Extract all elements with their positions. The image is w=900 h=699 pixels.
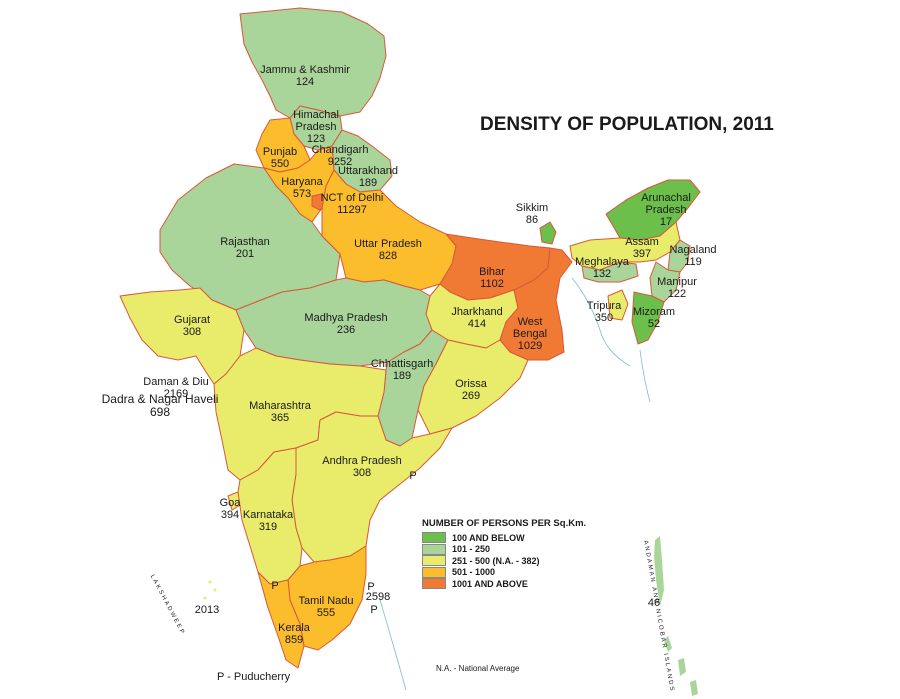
label-arunachal: Arunachal Pradesh 17	[641, 192, 691, 228]
map-title: DENSITY OF POPULATION, 2011	[480, 114, 774, 135]
legend-item: 501 - 1000	[422, 566, 586, 579]
river-line	[379, 599, 407, 691]
region-mizoram	[631, 291, 665, 345]
puducherry-note: P - Puducherry	[217, 671, 291, 683]
lakshadweep-islands	[203, 580, 217, 600]
label-uttarakhand: Uttarakhand 189	[338, 165, 398, 189]
label-sikkim: Sikkim 86	[515, 202, 549, 226]
river-line	[571, 277, 631, 367]
puducherry-marker: P	[409, 470, 417, 482]
label-rajasthan: Rajasthan 201	[220, 236, 270, 260]
legend-item: 101 - 250	[422, 543, 586, 556]
label-haryana: Haryana 573	[281, 176, 323, 200]
label-assam: Assam 397	[625, 236, 659, 260]
region-sikkim	[539, 221, 557, 245]
label-tripura: Tripura 350	[586, 300, 622, 324]
legend-swatch	[422, 555, 446, 567]
region-meghalaya	[581, 261, 639, 283]
river-line	[639, 349, 651, 403]
label-karnataka: Karnataka 319	[242, 509, 294, 533]
label-kerala: Kerala 859	[278, 622, 310, 646]
label-puducherry-value: 2598	[365, 591, 391, 603]
label-himachal: Himachal Pradesh 123	[293, 109, 339, 145]
legend-label: 1001 AND ABOVE	[452, 578, 528, 589]
label-orissa: Orissa 269	[455, 378, 487, 402]
label-uttar-pradesh: Uttar Pradesh 828	[354, 238, 422, 262]
legend-title: NUMBER OF PERSONS PER Sq.Km.	[422, 518, 587, 529]
legend-swatch	[422, 532, 446, 544]
label-bihar: Bihar 1102	[479, 266, 505, 290]
label-punjab: Punjab 550	[262, 146, 298, 170]
region-karnataka	[237, 447, 303, 585]
legend-label: 501 - 1000	[452, 567, 496, 578]
legend-item: 1001 AND ABOVE	[422, 578, 586, 590]
label-daman-diu: Daman & Diu 2169	[143, 376, 209, 400]
region-tripura	[607, 289, 629, 321]
region-orissa	[417, 339, 529, 435]
label-chhattisgarh: Chhattisgarh 189	[370, 358, 434, 382]
region-west-bengal	[499, 247, 573, 361]
label-gujarat: Gujarat 308	[173, 314, 211, 338]
label-jharkhand: Jharkhand 414	[451, 306, 503, 330]
legend-items: 100 AND BELOW 101 - 250 251 - 500 (N.A. - …	[422, 532, 586, 590]
region-jammu-kashmir	[239, 7, 387, 119]
label-meghalaya: Meghalaya 132	[575, 256, 629, 280]
legend-label: 101 - 250	[452, 544, 491, 555]
puducherry-marker: P	[271, 580, 279, 592]
legend-item: 100 AND BELOW	[422, 532, 586, 544]
label-andaman-value: 46	[647, 597, 661, 609]
legend-swatch	[422, 566, 446, 578]
legend-swatch	[422, 578, 446, 590]
legend-label: 251 - 500 (N.A. - 382)	[452, 555, 540, 566]
national-average-note: N.A. - National Average	[436, 664, 520, 673]
legend-swatch	[422, 543, 446, 555]
label-madhya-pradesh: Madhya Pradesh 236	[304, 312, 388, 336]
label-mizoram: Mizoram 52	[632, 306, 676, 330]
label-manipur: Manipur 122	[657, 276, 697, 300]
legend: NUMBER OF PERSONS PER Sq.Km. 100 AND BEL…	[422, 518, 586, 590]
label-nagaland: Nagaland 119	[669, 244, 717, 268]
label-dadra: Dadra & Nagar Haveli 698	[101, 392, 219, 419]
label-andhra: Andhra Pradesh 308	[322, 455, 402, 479]
legend-label: 100 AND BELOW	[452, 532, 525, 543]
region-kerala	[257, 571, 305, 669]
region-manipur	[649, 261, 681, 303]
label-maharashtra: Maharashtra 365	[249, 400, 311, 424]
label-delhi: NCT of Delhi 11297	[320, 192, 384, 216]
label-tamil-nadu: Tamil Nadu 555	[298, 595, 354, 619]
puducherry-marker: P	[370, 604, 378, 616]
label-chandigarh: Chandigarh 9252	[311, 144, 369, 168]
label-west-bengal: West Bengal 1029	[512, 316, 548, 352]
label-jammu-kashmir: Jammu & Kashmir 124	[260, 64, 350, 88]
region-andaman	[654, 536, 698, 696]
legend-item: 251 - 500 (N.A. - 382)	[422, 555, 586, 567]
puducherry-marker: P	[367, 581, 375, 593]
label-goa: Goa 394	[219, 497, 241, 521]
label-lakshadweep-value: 2013	[194, 604, 220, 616]
